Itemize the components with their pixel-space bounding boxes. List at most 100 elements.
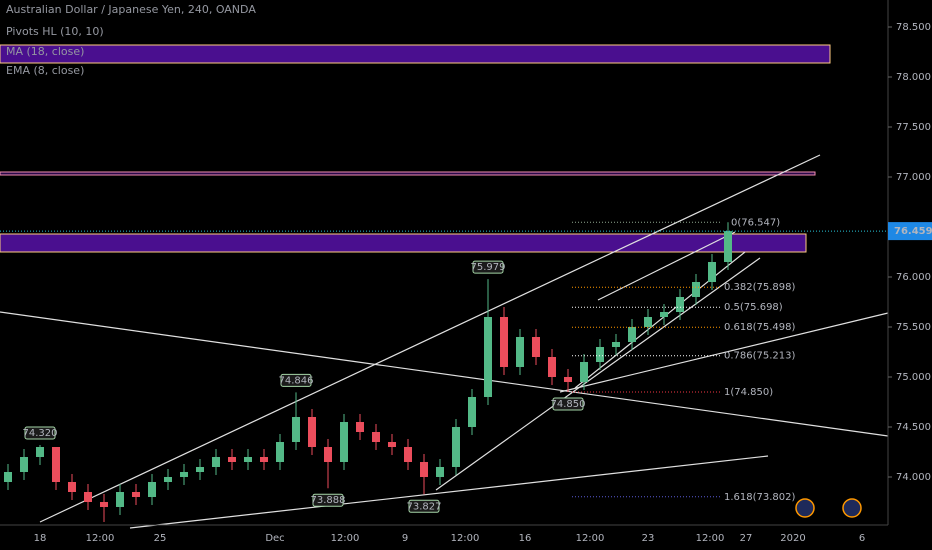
candle-body <box>500 317 508 367</box>
x-tick-label: 12:00 <box>696 533 725 544</box>
candle-body <box>596 347 604 362</box>
event-icon[interactable] <box>795 498 815 518</box>
zone <box>0 233 807 253</box>
trend-line <box>129 455 769 529</box>
event-icon[interactable] <box>842 498 862 518</box>
indicator-label: MA (18, close) <box>6 45 84 58</box>
candle-body <box>260 457 268 462</box>
candle-body <box>324 447 332 462</box>
trend-line <box>0 311 889 437</box>
x-tick-label: 9 <box>402 533 408 544</box>
pivot-box <box>24 426 56 440</box>
candle-body <box>308 417 316 447</box>
y-tick-label: 74.000 <box>896 472 931 483</box>
pivot-label: 74.850 <box>551 399 586 410</box>
candle-body <box>356 422 364 432</box>
y-tick-label: 77.500 <box>896 122 931 133</box>
candle-body <box>452 427 460 467</box>
candle-body <box>708 262 716 282</box>
x-tick-label: 16 <box>519 533 532 544</box>
candle-body <box>548 357 556 377</box>
last-price-box <box>888 222 932 241</box>
y-tick-label: 74.500 <box>896 422 931 433</box>
y-tick-label: 75.000 <box>896 372 931 383</box>
pivot-label: 73.888 <box>311 495 346 506</box>
candle-body <box>516 337 524 367</box>
candle-body <box>340 422 348 462</box>
y-tick-label: 75.500 <box>896 322 931 333</box>
candle-body <box>148 482 156 497</box>
x-tick-label: 12:00 <box>331 533 360 544</box>
trend-line <box>597 231 736 301</box>
x-tick-label: 12:00 <box>86 533 115 544</box>
candle-body <box>196 467 204 472</box>
fib-label: 1(74.850) <box>724 387 773 398</box>
trend-line <box>559 312 889 393</box>
indicator-label: EMA (8, close) <box>6 64 84 77</box>
pivot-box <box>472 260 504 274</box>
candle-body <box>532 337 540 357</box>
candle-body <box>84 492 92 502</box>
pivot-label: 74.320 <box>23 428 58 439</box>
trend-line <box>574 251 746 389</box>
candle-body <box>36 447 44 457</box>
candle-body <box>180 472 188 477</box>
candle-body <box>692 282 700 297</box>
x-tick-label: Dec <box>265 533 284 544</box>
y-tick-label: 78.000 <box>896 72 931 83</box>
trend-line <box>39 154 821 523</box>
x-tick-label: 2020 <box>780 533 805 544</box>
x-tick-label: 27 <box>740 533 753 544</box>
candle-body <box>276 442 284 462</box>
y-tick-label: 77.000 <box>896 172 931 183</box>
candle-body <box>68 482 76 492</box>
x-tick-label: 18 <box>34 533 47 544</box>
candle-body <box>628 327 636 342</box>
y-tick-label: 76.000 <box>896 272 931 283</box>
x-tick-label: 6 <box>859 533 865 544</box>
pivot-label: 75.979 <box>471 262 506 273</box>
candle-body <box>20 457 28 472</box>
symbol-title: Australian Dollar / Japanese Yen, 240, O… <box>6 3 256 16</box>
x-tick-label: 23 <box>642 533 655 544</box>
candle-body <box>100 502 108 507</box>
candle-body <box>372 432 380 442</box>
fib-label: 0.5(75.698) <box>724 302 783 313</box>
zone <box>0 44 831 64</box>
candle-body <box>228 457 236 462</box>
candle-body <box>388 442 396 447</box>
x-tick-label: 25 <box>154 533 167 544</box>
candle-body <box>724 231 732 262</box>
pivot-label: 73.827 <box>407 501 442 512</box>
x-tick-label: 12:00 <box>576 533 605 544</box>
candle-body <box>132 492 140 497</box>
x-tick-label: 12:00 <box>451 533 480 544</box>
candle-body <box>404 447 412 462</box>
last-price-label: 76.459 <box>894 226 932 237</box>
fib-label: 0.618(75.498) <box>724 322 796 333</box>
zone <box>0 171 816 176</box>
candle-body <box>52 447 60 482</box>
candle-body <box>292 417 300 442</box>
candle-body <box>436 467 444 477</box>
fib-label: 1.618(73.802) <box>724 492 796 503</box>
candle-body <box>212 457 220 467</box>
fib-label: 0.382(75.898) <box>724 282 796 293</box>
pivot-box <box>552 397 584 411</box>
pivot-box <box>312 493 344 507</box>
pivot-label: 74.846 <box>279 375 314 386</box>
candle-body <box>660 312 668 317</box>
indicator-label: Pivots HL (10, 10) <box>6 25 104 38</box>
candle-body <box>644 317 652 327</box>
fib-label: 0.786(75.213) <box>724 351 796 362</box>
candle-body <box>468 397 476 427</box>
fib-label: 0(76.547) <box>731 217 780 228</box>
candle-body <box>4 472 12 482</box>
candle-body <box>564 377 572 382</box>
candle-body <box>580 362 588 382</box>
candle-body <box>676 297 684 312</box>
trend-line <box>435 257 761 491</box>
candle-body <box>420 462 428 477</box>
